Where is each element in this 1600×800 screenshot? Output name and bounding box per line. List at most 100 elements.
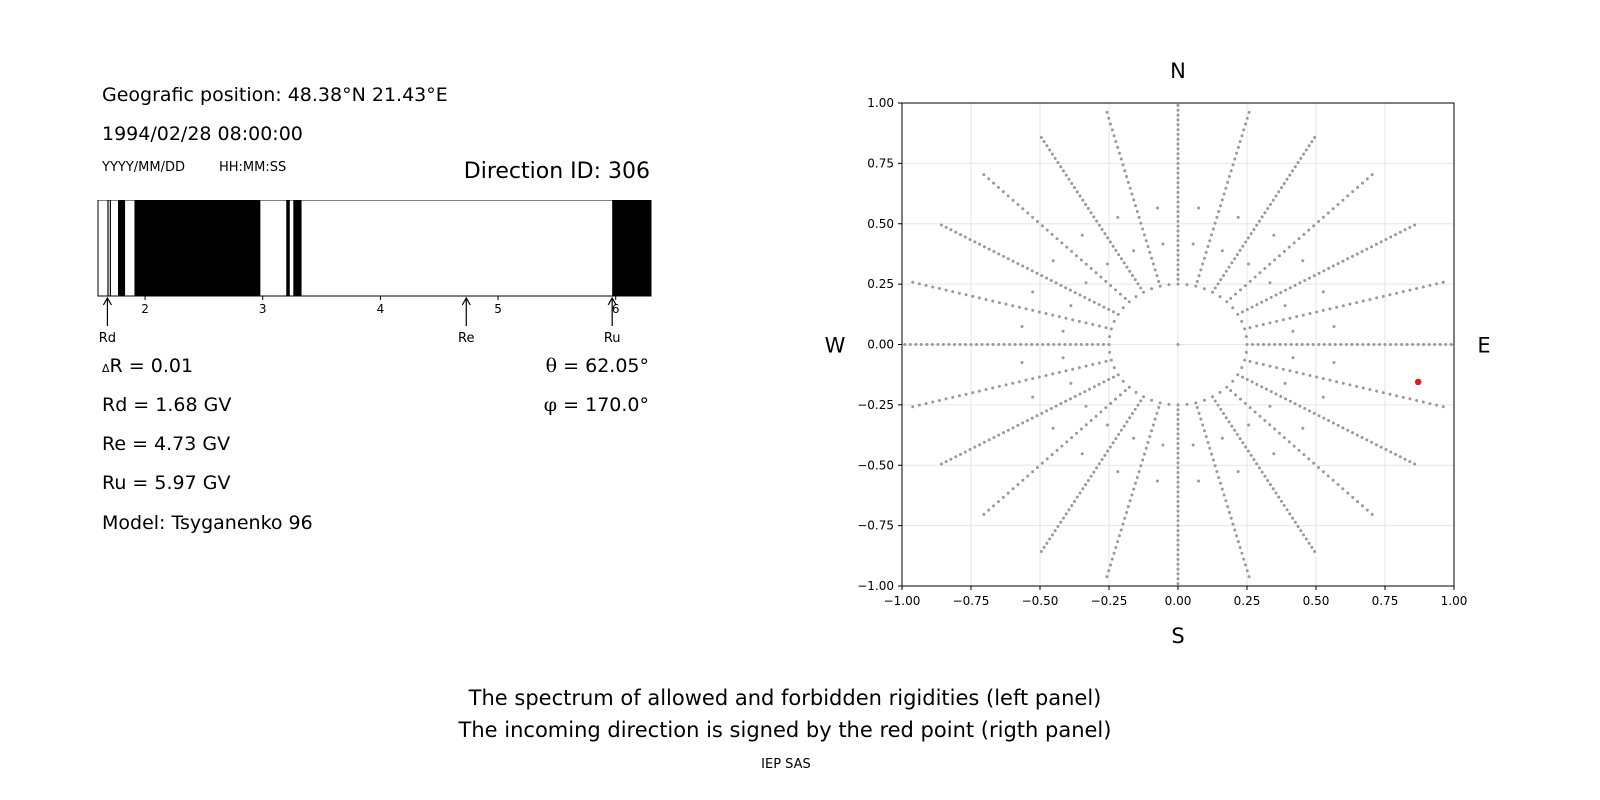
direction-point [1119, 257, 1123, 261]
direction-point [1155, 274, 1159, 278]
direction-point [1153, 417, 1157, 421]
direction-point [1031, 377, 1035, 381]
direction-point [982, 245, 986, 249]
phi-value: = 170.0° [563, 394, 649, 416]
direction-point [1401, 395, 1405, 399]
direction-point [1441, 280, 1445, 284]
direction-point [1208, 239, 1212, 243]
ring-point [1211, 290, 1214, 294]
direction-point [1070, 249, 1074, 253]
direction-point [1105, 110, 1109, 114]
direction-point [1086, 207, 1090, 211]
direction-point [1285, 508, 1289, 512]
direction-point [1153, 268, 1157, 272]
direction-point [1238, 140, 1242, 144]
ring-point [1069, 381, 1073, 385]
direction-point [1370, 245, 1374, 249]
direction-point [914, 343, 918, 346]
direction-point [1271, 487, 1275, 491]
spectrum-tick-label: 3 [259, 302, 267, 316]
direction-point [924, 402, 928, 406]
direction-point [1092, 385, 1096, 389]
direction-point [1197, 411, 1201, 415]
ring-point [1069, 304, 1073, 308]
direction-point [1408, 225, 1412, 229]
direction-point [1059, 520, 1063, 524]
direction-point [1280, 186, 1283, 190]
direction-point [1108, 240, 1112, 244]
direction-point [1050, 453, 1054, 457]
direction-point [1355, 433, 1359, 437]
direction-point [1176, 239, 1180, 243]
direction-point [941, 343, 945, 346]
direction-point [1370, 173, 1374, 177]
direction-point [964, 293, 968, 297]
direction-point [1031, 215, 1035, 219]
direction-point [1295, 370, 1299, 374]
direction-point [1176, 234, 1180, 238]
ring-point [1218, 390, 1222, 394]
direction-point [1006, 194, 1010, 198]
direction-point [1119, 157, 1123, 161]
direction-point [1388, 293, 1392, 297]
direction-point [1176, 524, 1180, 528]
direction-point [1248, 359, 1252, 363]
direction-point [1117, 432, 1121, 436]
forbidden-band [612, 200, 651, 296]
direction-point [1125, 420, 1129, 424]
direction-point [1114, 397, 1118, 401]
direction-point [1398, 455, 1402, 459]
direction-point [1176, 567, 1180, 571]
ring-point [1161, 443, 1165, 447]
direction-point [1275, 319, 1279, 323]
direction-point [1215, 215, 1219, 219]
ring-point [1301, 259, 1305, 263]
direction-point [1114, 248, 1118, 252]
direction-point [1273, 258, 1277, 262]
direction-point [1176, 413, 1180, 417]
direction-point [980, 343, 984, 346]
direction-point [1132, 198, 1136, 202]
direction-point [1017, 380, 1021, 384]
direction-point [1026, 474, 1030, 478]
direction-point [1274, 392, 1278, 396]
direction-point [1044, 312, 1048, 316]
direction-point [1176, 258, 1180, 262]
ring-point [1084, 281, 1088, 285]
direction-point [1346, 194, 1350, 198]
direction-point [1077, 319, 1081, 323]
direction-point [1235, 151, 1239, 155]
direction-point [1006, 491, 1010, 495]
direction-point [1008, 343, 1012, 346]
direction-point [1372, 343, 1376, 346]
direction-point [1123, 169, 1127, 173]
ring-point [1031, 395, 1035, 399]
direction-point [1139, 399, 1143, 403]
direction-point [1229, 389, 1233, 393]
direction-point [1346, 491, 1350, 495]
direction-point [1293, 165, 1297, 169]
direction-point [1282, 436, 1286, 440]
direction-point [1054, 404, 1058, 408]
direction-point [1250, 380, 1254, 384]
direction-point [1006, 428, 1010, 432]
direction-point [1040, 224, 1044, 228]
direction-point [1219, 204, 1223, 208]
direction-point [1226, 505, 1230, 509]
direction-point [1084, 262, 1088, 266]
direction-point [1176, 417, 1180, 421]
direction-point [1202, 429, 1206, 433]
direction-point [1336, 423, 1340, 427]
direction-point [1413, 223, 1417, 227]
direction-point [1117, 534, 1121, 538]
direction-point [949, 228, 953, 232]
marker-arrowhead [461, 296, 471, 306]
direction-point [969, 343, 973, 346]
direction-point [1150, 429, 1154, 433]
ring-point [1332, 360, 1336, 364]
direction-point [1100, 458, 1104, 462]
direction-point [1157, 280, 1161, 284]
direction-point [1176, 176, 1180, 180]
direction-point [1279, 394, 1283, 398]
direction-point [1240, 134, 1244, 138]
